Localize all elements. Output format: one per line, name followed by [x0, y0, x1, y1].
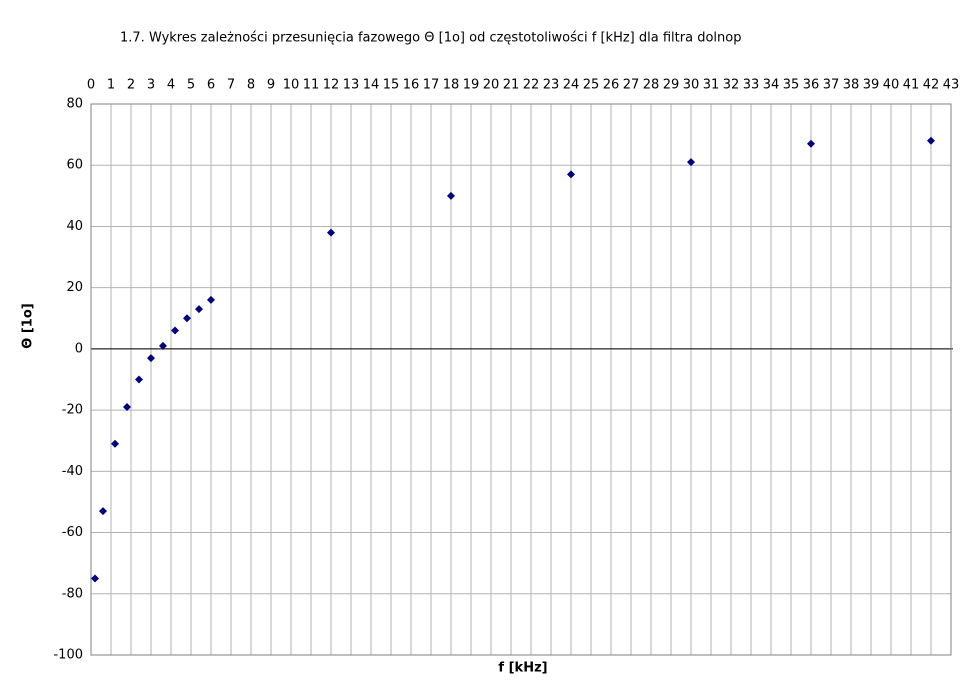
- x-tick-label: 35: [783, 78, 800, 93]
- x-tick-label: 7: [227, 78, 235, 93]
- x-tick-label: 15: [383, 78, 400, 93]
- x-tick-label: 22: [523, 78, 540, 93]
- y-tick-label: -100: [53, 648, 83, 663]
- x-tick-label: 24: [563, 78, 580, 93]
- data-point: [927, 136, 935, 145]
- x-tick-label: 26: [603, 78, 620, 93]
- data-point: [567, 170, 575, 179]
- x-tick-label: 13: [343, 78, 360, 93]
- x-tick-label: 2: [127, 78, 135, 93]
- x-tick-label: 32: [723, 78, 740, 93]
- data-point: [159, 341, 167, 350]
- x-tick-label: 12: [323, 78, 340, 93]
- data-point: [91, 574, 99, 583]
- x-tick-label: 20: [483, 78, 500, 93]
- y-axis-label: Θ [1o]: [21, 303, 36, 348]
- x-tick-label: 36: [803, 78, 820, 93]
- x-tick-label: 11: [303, 78, 320, 93]
- x-tick-label: 14: [363, 78, 380, 93]
- x-tick-label: 4: [167, 78, 175, 93]
- x-tick-label: 17: [423, 78, 440, 93]
- x-tick-label: 31: [703, 78, 720, 93]
- y-tick-label: -60: [62, 525, 83, 540]
- x-tick-label: 29: [663, 78, 680, 93]
- data-point: [99, 507, 107, 516]
- x-tick-label: 40: [883, 78, 900, 93]
- x-tick-label: 30: [683, 78, 700, 93]
- x-tick-label: 0: [87, 78, 95, 93]
- x-tick-label: 18: [443, 78, 460, 93]
- data-point: [135, 375, 143, 384]
- data-point: [147, 354, 155, 363]
- x-tick-label: 6: [207, 78, 215, 93]
- data-point: [327, 228, 335, 237]
- y-tick-label: 80: [66, 97, 83, 112]
- x-tick-label: 9: [267, 78, 275, 93]
- x-tick-label: 27: [623, 78, 640, 93]
- x-axis-label: f [kHz]: [498, 661, 547, 676]
- y-tick-label: 0: [75, 341, 83, 356]
- x-tick-label: 1: [107, 78, 115, 93]
- y-tick-label: 60: [66, 158, 83, 173]
- data-point: [687, 158, 695, 167]
- y-tick-label: 40: [66, 219, 83, 234]
- x-tick-label: 38: [843, 78, 860, 93]
- x-tick-label: 19: [463, 78, 480, 93]
- data-point: [123, 403, 131, 412]
- x-tick-label: 37: [823, 78, 840, 93]
- x-tick-label: 43: [943, 78, 960, 93]
- data-point: [807, 139, 815, 148]
- x-tick-label: 23: [543, 78, 560, 93]
- x-tick-label: 34: [763, 78, 780, 93]
- y-tick-label: -80: [62, 586, 83, 601]
- x-tick-label: 33: [743, 78, 760, 93]
- x-tick-label: 42: [923, 78, 940, 93]
- x-tick-label: 5: [187, 78, 195, 93]
- x-tick-label: 3: [147, 78, 155, 93]
- data-point: [171, 326, 179, 335]
- chart-title: 1.7. Wykres zależności przesunięcia fazo…: [120, 31, 741, 46]
- x-tick-label: 28: [643, 78, 660, 93]
- x-tick-label: 41: [903, 78, 920, 93]
- x-tick-label: 21: [503, 78, 520, 93]
- plot-frame: [90, 103, 952, 656]
- x-tick-label: 10: [283, 78, 300, 93]
- data-point: [183, 314, 191, 323]
- x-tick-label: 25: [583, 78, 600, 93]
- data-point: [447, 191, 455, 200]
- y-tick-label: -40: [62, 464, 83, 479]
- x-tick-label: 16: [403, 78, 420, 93]
- data-point: [207, 295, 215, 304]
- x-tick-label: 8: [247, 78, 255, 93]
- x-tick-label: 39: [863, 78, 880, 93]
- y-tick-label: -20: [62, 403, 83, 418]
- data-point: [111, 439, 119, 448]
- y-tick-label: 20: [66, 280, 83, 295]
- data-point: [195, 305, 203, 314]
